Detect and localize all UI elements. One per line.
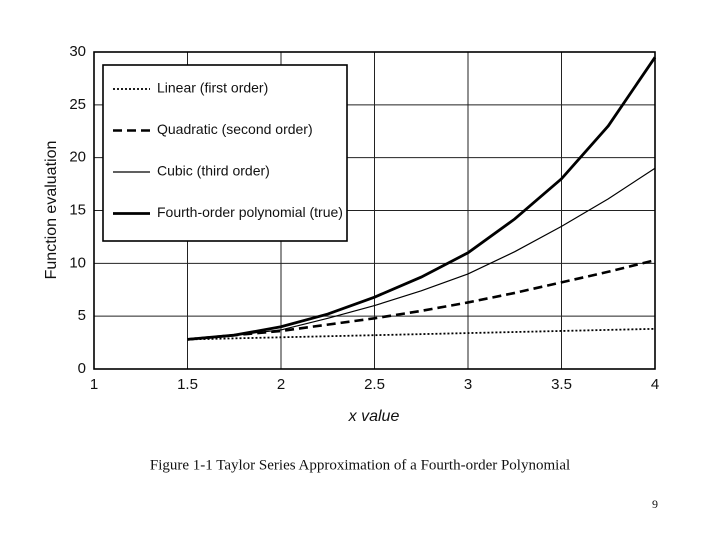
series-line: [187, 258, 656, 341]
x-tick-label: 3.5: [551, 376, 572, 393]
series-line: [187, 327, 656, 341]
x-tick-label: 4: [651, 376, 659, 393]
x-tick-label: 2: [277, 376, 285, 393]
y-tick-label: 0: [78, 360, 86, 377]
y-tick-label: 15: [69, 201, 86, 218]
legend-label: Cubic (third order): [157, 163, 270, 179]
legend-label: Quadratic (second order): [157, 121, 313, 137]
page-number: 9: [652, 497, 658, 511]
x-axis-label: x value: [348, 408, 400, 425]
series-line: [187, 56, 657, 341]
y-tick-label: 25: [69, 96, 86, 113]
x-tick-label: 3: [464, 376, 472, 393]
y-tick-label: 5: [78, 307, 86, 324]
plot-frame: [93, 51, 656, 370]
y-tick-label: 20: [69, 149, 86, 166]
x-tick-label: 1.5: [177, 376, 198, 393]
caption: Figure 1-1 Taylor Series Approximation o…: [150, 457, 570, 473]
x-tick-label: 2.5: [364, 376, 385, 393]
legend-label: Fourth-order polynomial (true): [157, 204, 343, 220]
y-tick-label: 10: [69, 254, 86, 271]
series-line: [187, 167, 656, 341]
legend-box: [102, 64, 348, 242]
y-tick-label: 30: [69, 43, 86, 60]
y-axis-label: Function evaluation: [43, 141, 60, 280]
x-tick-label: 1: [90, 376, 98, 393]
legend-label: Linear (first order): [157, 80, 268, 96]
